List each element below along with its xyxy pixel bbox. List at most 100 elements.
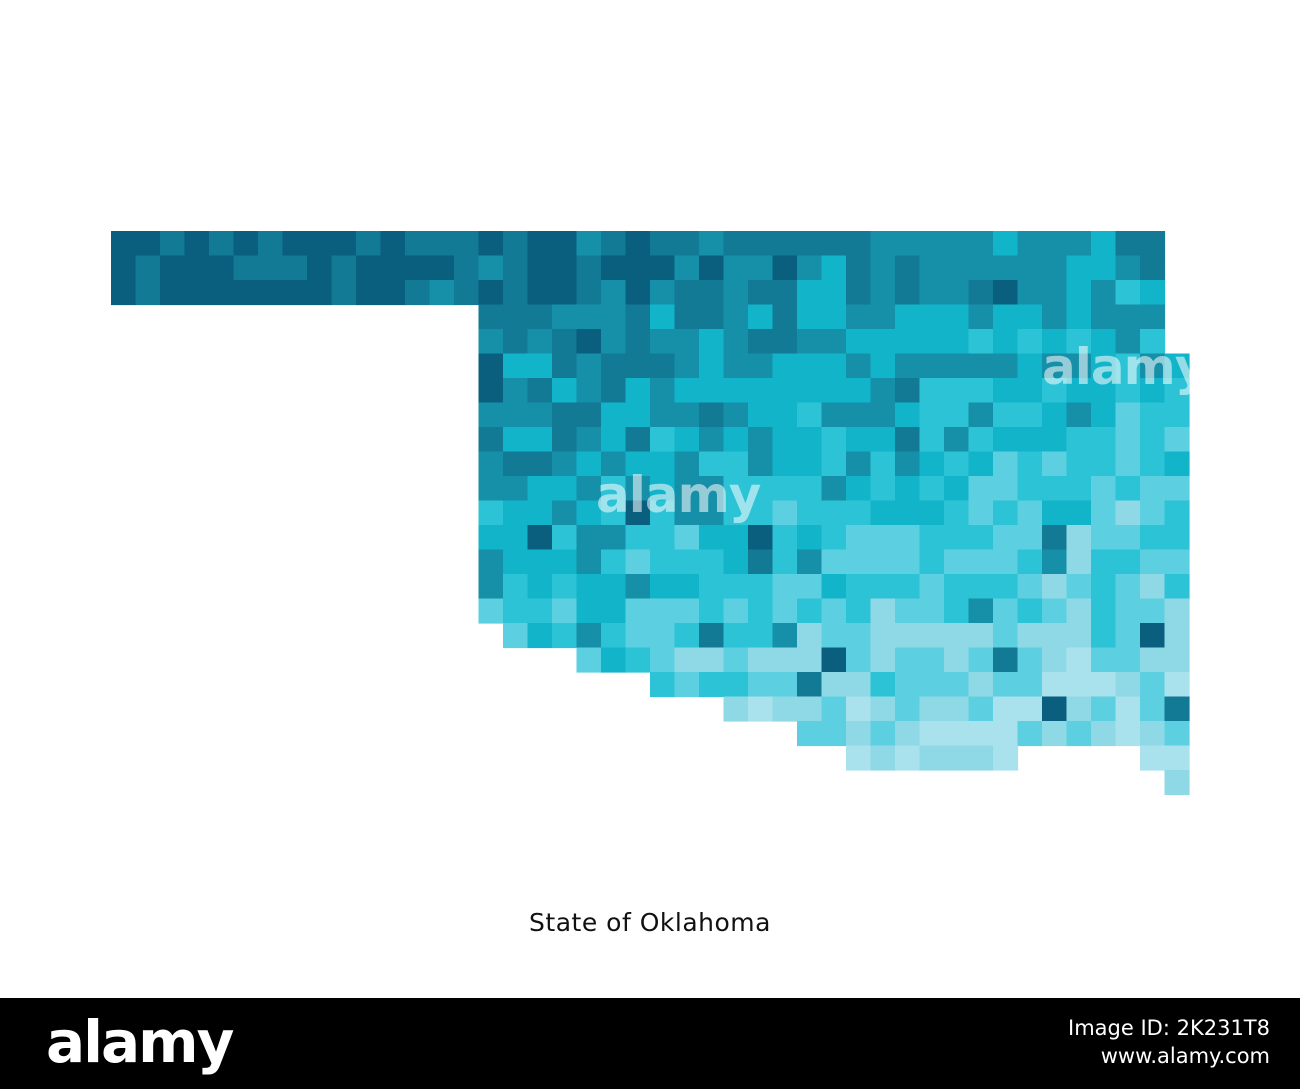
map-pixel: [503, 231, 529, 257]
map-pixel: [748, 378, 774, 404]
map-pixel: [1115, 402, 1141, 428]
map-pixel: [601, 476, 627, 502]
map-pixel: [576, 623, 602, 649]
map-pixel: [993, 647, 1019, 673]
map-pixel: [307, 280, 333, 306]
map-pixel: [576, 280, 602, 306]
map-pixel: [527, 574, 553, 600]
map-pixel: [1042, 427, 1068, 453]
map-pixel: [1066, 378, 1092, 404]
map-pixel: [1066, 353, 1092, 379]
map-pixel: [919, 329, 945, 355]
map-pixel: [478, 549, 504, 575]
map-pixel: [552, 280, 578, 306]
map-pixel: [503, 329, 529, 355]
map-pixel: [699, 525, 725, 551]
map-pixel: [576, 500, 602, 526]
map-pixel: [1042, 476, 1068, 502]
map-pixel: [723, 525, 749, 551]
map-pixel: [601, 329, 627, 355]
map-pixel: [503, 353, 529, 379]
map-pixel: [870, 402, 896, 428]
map-pixel: [699, 378, 725, 404]
map-pixel: [478, 329, 504, 355]
map-pixel: [1017, 329, 1043, 355]
map-pixel: [527, 231, 553, 257]
map-pixel: [1042, 672, 1068, 698]
map-pixel: [233, 280, 259, 306]
map-pixel: [1091, 304, 1117, 330]
map-pixel: [944, 623, 970, 649]
map-pixel: [723, 696, 749, 722]
map-pixel: [919, 721, 945, 747]
map-pixel: [821, 353, 847, 379]
map-pixel: [576, 549, 602, 575]
map-pixel: [797, 402, 823, 428]
map-pixel: [944, 672, 970, 698]
map-pixel: [748, 672, 774, 698]
map-pixel: [1140, 598, 1166, 624]
map-pixel: [1164, 598, 1190, 624]
map-pixel: [968, 280, 994, 306]
map-pixel: [527, 623, 553, 649]
map-pixel: [870, 255, 896, 281]
map-pixel: [1091, 696, 1117, 722]
map-pixel: [552, 476, 578, 502]
map-pixel: [993, 427, 1019, 453]
map-pixel: [1042, 255, 1068, 281]
map-pixel: [1042, 451, 1068, 477]
map-pixel: [748, 353, 774, 379]
map-pixel: [1066, 280, 1092, 306]
map-pixel: [821, 427, 847, 453]
map-pixel: [1066, 500, 1092, 526]
map-pixel: [1140, 525, 1166, 551]
map-pixel: [821, 280, 847, 306]
map-pixel: [552, 427, 578, 453]
map-pixel: [454, 280, 480, 306]
map-pixel: [650, 304, 676, 330]
map-pixel: [748, 451, 774, 477]
map-pixel: [650, 574, 676, 600]
map-pixel: [503, 402, 529, 428]
map-pixel: [307, 231, 333, 257]
map-pixel: [797, 525, 823, 551]
map-pixel: [895, 353, 921, 379]
map-pixel: [601, 549, 627, 575]
map-pixel: [282, 280, 308, 306]
map-pixel: [1091, 451, 1117, 477]
map-pixel: [821, 255, 847, 281]
map-pixel: [1164, 476, 1190, 502]
map-pixel: [919, 672, 945, 698]
map-pixel: [699, 647, 725, 673]
map-pixel: [478, 525, 504, 551]
map-pixel: [846, 280, 872, 306]
map-pixel: [674, 427, 700, 453]
map-pixel: [968, 598, 994, 624]
map-pixel: [674, 451, 700, 477]
map-pixel: [846, 304, 872, 330]
map-pixel: [1017, 623, 1043, 649]
map-pixel: [919, 378, 945, 404]
map-pixel: [650, 451, 676, 477]
map-pixel: [895, 745, 921, 771]
footer-bar: alamy Image ID: 2K231T8 www.alamy.com: [0, 998, 1300, 1089]
map-pixel: [1017, 525, 1043, 551]
map-pixel: [870, 353, 896, 379]
map-pixel: [429, 231, 455, 257]
map-pixel: [993, 525, 1019, 551]
map-pixel: [944, 231, 970, 257]
map-pixel: [527, 549, 553, 575]
map-pixel: [1091, 402, 1117, 428]
map-pixel: [111, 231, 137, 257]
map-pixel: [870, 623, 896, 649]
map-pixel: [870, 525, 896, 551]
map-pixel: [601, 427, 627, 453]
map-pixel: [895, 451, 921, 477]
map-pixel: [699, 623, 725, 649]
map-pixel: [1091, 672, 1117, 698]
map-pixel: [1042, 721, 1068, 747]
map-pixel: [625, 353, 651, 379]
map-pixel: [772, 672, 798, 698]
map-pixel: [258, 280, 284, 306]
map-pixel: [650, 647, 676, 673]
